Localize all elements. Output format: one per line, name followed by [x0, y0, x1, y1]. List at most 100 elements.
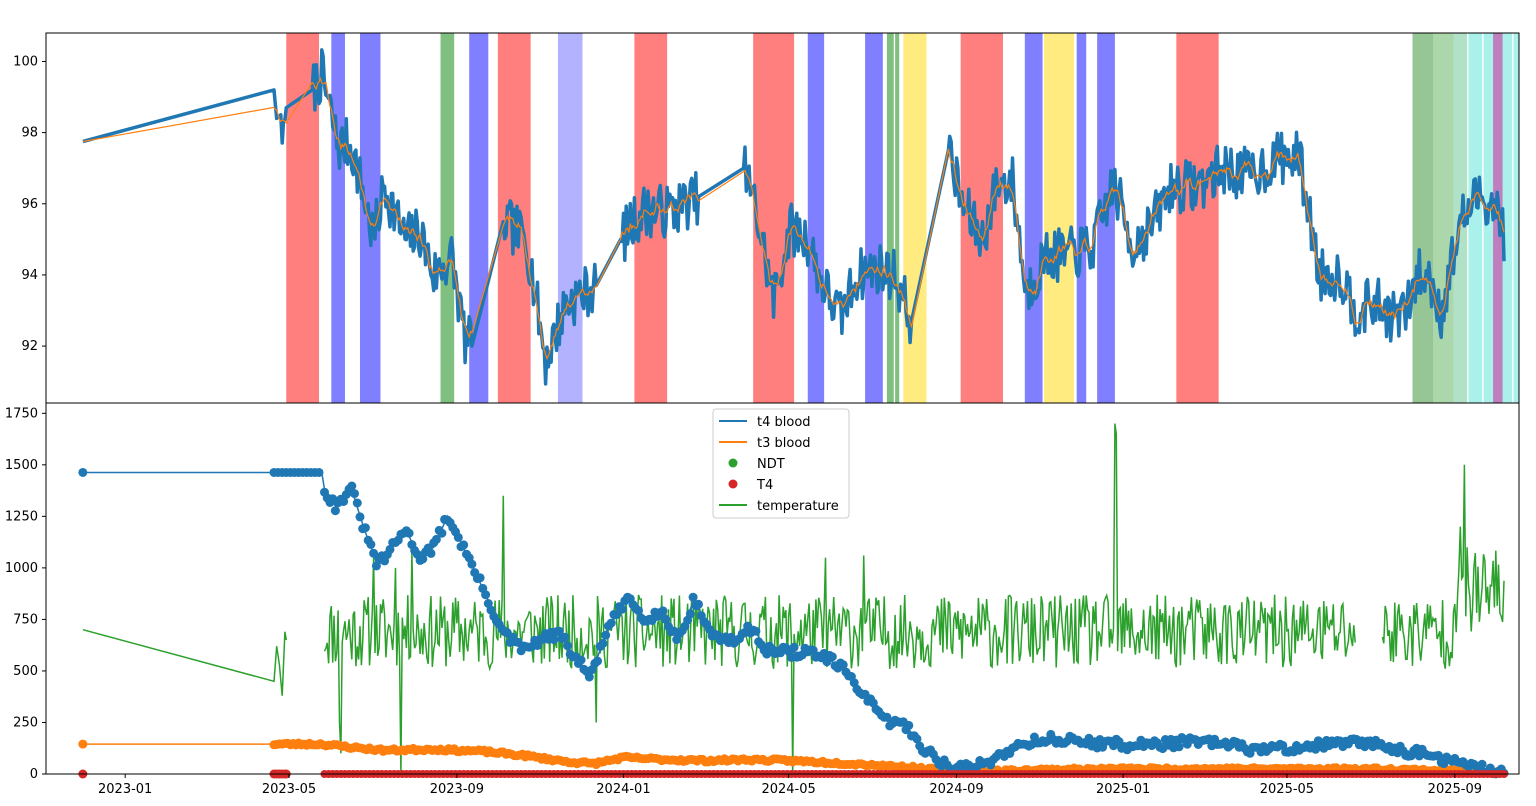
t4-blood-dot: [685, 609, 695, 619]
xtick-label: 2024-01: [596, 782, 650, 797]
top-ytick-label: 98: [21, 126, 38, 141]
legend: t4 blood t3 blood NDT T4 temperature: [712, 408, 850, 519]
band-27: [1513, 33, 1519, 403]
t4-blood-dot: [549, 635, 559, 645]
t4-blood-dot: [1174, 742, 1184, 752]
t4-blood-dot: [560, 632, 570, 642]
band-21: [1432, 33, 1454, 403]
top-lines: [82, 48, 1506, 386]
legend-label-1: t3 blood: [757, 436, 811, 451]
xtick-label: 2023-09: [430, 782, 484, 797]
t4-blood-dot: [1477, 759, 1487, 769]
t4-blood-dot: [808, 645, 818, 655]
band-13: [903, 33, 927, 403]
t4-blood-dot: [912, 734, 922, 744]
t4-blood-dot: [882, 712, 892, 722]
t4-blood-dot: [904, 720, 914, 730]
band-4: [469, 33, 489, 403]
t4-blood-dot: [658, 606, 668, 616]
t4-blood-dot: [751, 626, 761, 636]
t4-blood-dot: [453, 532, 463, 542]
xtick-label: 2023-05: [262, 782, 316, 797]
band-12: [895, 33, 900, 403]
t4-blood-dot: [606, 618, 616, 628]
t4-blood-dot: [1434, 750, 1443, 760]
bottom-y-axis: 0 250 500 750 1000 1250 1500 1750: [5, 406, 46, 782]
xtick-label: 2025-09: [1428, 782, 1482, 797]
bottom-ytick-label: 500: [13, 664, 38, 679]
top-ytick-label: 96: [21, 197, 38, 212]
t4-blood-dot: [350, 489, 359, 499]
t4-blood-dot: [563, 641, 572, 651]
top-ytick-label: 94: [21, 268, 38, 283]
bottom-ytick-label: 750: [13, 612, 38, 627]
t4-blood-dot: [314, 467, 324, 477]
x-axis: 2023-01 2023-05 2023-09 2024-01 2024-05 2024-…: [98, 774, 1482, 797]
band-11: [886, 33, 894, 403]
bottom-ytick-label: 1250: [5, 509, 38, 524]
t4-blood-dot: [475, 573, 485, 583]
t4-blood-dot: [431, 534, 441, 544]
t4-blood-dot: [467, 559, 477, 569]
xtick-label: 2024-05: [761, 782, 815, 797]
band-6: [557, 33, 583, 403]
t4-blood-dot: [459, 540, 469, 550]
t4-blood-dot: [617, 604, 627, 614]
band-9: [807, 33, 825, 403]
t4-blood-dot: [688, 592, 698, 602]
t4-blood-dot: [339, 497, 349, 506]
xtick-label: 2023-01: [98, 782, 152, 797]
t4-blood-dot: [347, 481, 357, 491]
t4-blood-dot: [593, 656, 602, 666]
t4-blood-dot: [584, 672, 594, 682]
top-ytick-label: 92: [21, 339, 38, 354]
band-8: [753, 33, 795, 403]
band-17: [1076, 33, 1087, 403]
t3-blood-dot: [78, 739, 88, 749]
t4-blood-dot: [78, 467, 88, 477]
band-15: [1024, 33, 1043, 403]
bottom-ytick-label: 1000: [5, 561, 38, 576]
t4-blood-dot: [418, 554, 428, 564]
legend-label-3: T4: [756, 478, 773, 493]
band-14: [960, 33, 1003, 403]
temperature-line-early: [82, 628, 288, 696]
weight-chart: 92 94 96 98 100: [13, 33, 1519, 403]
band-16: [1043, 33, 1074, 403]
band-19: [1176, 33, 1219, 403]
band-26: [1502, 33, 1513, 403]
t4-blood-dot: [661, 614, 671, 624]
t4-blood-dot: [330, 506, 340, 516]
xtick-label: 2024-09: [929, 782, 983, 797]
temperature-line-0: [323, 423, 1356, 775]
xtick-label: 2025-05: [1260, 782, 1314, 797]
t4-blood-dot: [827, 652, 837, 662]
band-1: [331, 33, 345, 403]
t4-blood-dot: [601, 630, 611, 640]
bottom-ytick-label: 250: [13, 715, 38, 730]
t4-blood-dot: [360, 523, 370, 533]
bottom-ytick-label: 0: [30, 767, 38, 782]
legend-label-2: NDT: [757, 457, 785, 472]
top-y-axis: 92 94 96 98 100: [13, 54, 46, 354]
band-23: [1468, 33, 1483, 403]
band-3: [440, 33, 455, 403]
band-20: [1412, 33, 1433, 403]
temperature-line-1: [1381, 464, 1505, 669]
t4-blood-dot: [404, 528, 414, 538]
t4-blood-dot: [838, 660, 848, 670]
t4-blood-dot: [598, 638, 608, 648]
bottom-ytick-label: 1750: [5, 406, 38, 421]
t4-blood-dot: [481, 590, 491, 600]
t4-blood-dot: [576, 655, 586, 665]
t4-blood-dot: [789, 642, 799, 652]
xtick-label: 2025-01: [1096, 782, 1150, 797]
bottom-axes-frame: [45, 402, 1520, 775]
t4-blood-dot: [355, 512, 365, 522]
t4-blood-dot: [437, 528, 447, 538]
t4-blood-dot: [612, 610, 622, 620]
legend-box: [712, 408, 850, 519]
legend-swatch-2: [728, 458, 738, 468]
legend-label-0: t4 blood: [757, 415, 811, 430]
